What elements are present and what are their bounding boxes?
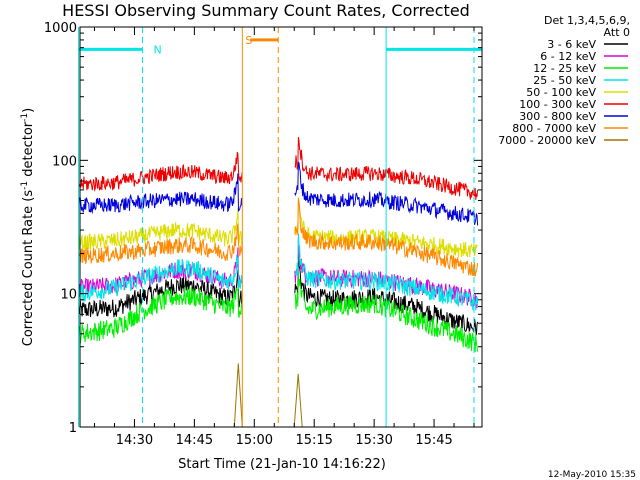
y-tick-label: 10 (60, 288, 77, 303)
x-axis-label: Start Time (21-Jan-10 14:16:22) (178, 457, 386, 472)
legend-label: 3 - 6 keV (547, 38, 596, 51)
legend-header-line-1: Det 1,3,4,5,6,9, (544, 14, 630, 27)
legend-label: 25 - 50 keV (533, 74, 596, 87)
x-tick-label: 15:15 (295, 433, 332, 448)
legend-item: 300 - 800 keV (519, 110, 628, 123)
legend-label: 300 - 800 keV (519, 110, 596, 123)
legend-label: 7000 - 20000 keV (498, 134, 596, 147)
x-tick-label: 14:30 (116, 433, 153, 448)
plot-area: N S 14:30 14:45 15:00 15:15 15:30 15:45 1 10 100 1… (44, 21, 483, 448)
legend-item: 3 - 6 keV (547, 38, 628, 51)
legend-item: 800 - 7000 keV (512, 122, 628, 135)
legend-label: 800 - 7000 keV (512, 122, 596, 135)
x-tick-label: 15:30 (355, 433, 392, 448)
annotation-label: S (245, 34, 252, 47)
legend-item: 100 - 300 keV (519, 98, 628, 111)
annotation-n: N (78, 27, 482, 427)
y-tick-label: 1000 (44, 21, 77, 36)
x-tick-label: 15:00 (236, 433, 273, 448)
legend-label: 6 - 12 keV (540, 50, 596, 63)
legend-item: 6 - 12 keV (540, 50, 628, 63)
x-tick-label: 15:45 (415, 433, 452, 448)
timestamp: 12-May-2010 15:35 (548, 470, 636, 480)
legend-item: 12 - 25 keV (533, 62, 628, 75)
legend-item: 50 - 100 keV (526, 86, 628, 99)
plot-frame (79, 26, 483, 428)
x-tick-label: 14:45 (176, 433, 213, 448)
legend-label: 50 - 100 keV (526, 86, 596, 99)
legend-item: 7000 - 20000 keV (498, 134, 628, 147)
y-axis-label: Corrected Count Rate (s-1 detector-1) (20, 108, 36, 346)
annotation-label: N (153, 43, 161, 56)
legend-label: 100 - 300 keV (519, 98, 596, 111)
series-7000-20000kev (233, 363, 303, 428)
legend-header-line-2: Att 0 (604, 26, 630, 39)
annotation-s: S (241, 27, 279, 427)
y-tick-label: 100 (52, 154, 77, 169)
chart-title: HESSI Observing Summary Count Rates, Cor… (62, 1, 470, 20)
y-tick-label: 1 (69, 421, 77, 436)
series-line (233, 363, 303, 428)
legend-label: 12 - 25 keV (533, 62, 596, 75)
legend-item: 25 - 50 keV (533, 74, 628, 87)
